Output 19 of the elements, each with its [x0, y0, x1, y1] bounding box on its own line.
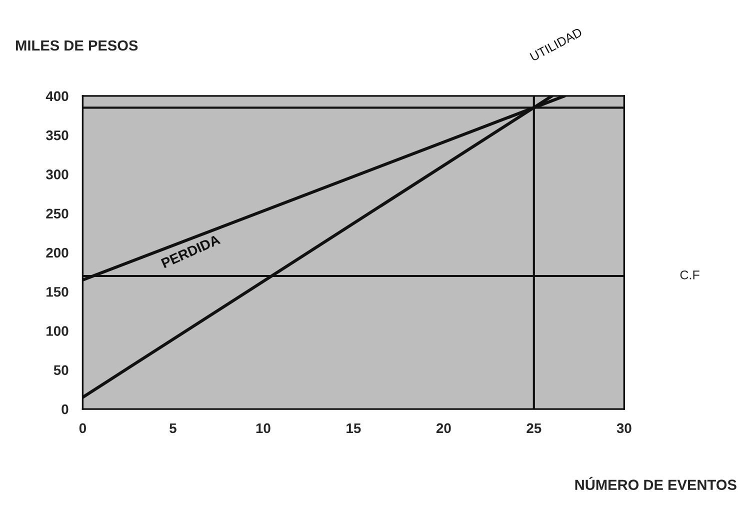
y-tick-label: 150 [46, 286, 68, 297]
y-tick-label: 0 [62, 404, 68, 414]
y-tick-label: 300 [46, 170, 68, 180]
x-tick-label: 15 [346, 423, 361, 434]
x-tick-label: 10 [256, 423, 270, 434]
x-tick-label: 25 [526, 423, 542, 434]
ref-line-label: C.F [680, 270, 700, 280]
y-tick-label: 350 [46, 130, 68, 140]
x-axis-title: NÚMERO DE EVENTOS [575, 476, 736, 490]
x-tick-label: 30 [616, 423, 632, 434]
y-tick-label: 250 [46, 208, 68, 219]
y-axis-title: MILES DE PESOS [16, 40, 138, 51]
y-tick-label: 400 [46, 91, 68, 102]
y-tick-label: 100 [46, 326, 68, 336]
x-tick-label: 5 [170, 423, 176, 434]
x-tick-label: 20 [436, 423, 451, 434]
y-tick-label: 50 [54, 365, 68, 376]
x-tick-label: 0 [79, 423, 86, 434]
y-tick-label: 200 [46, 248, 68, 258]
